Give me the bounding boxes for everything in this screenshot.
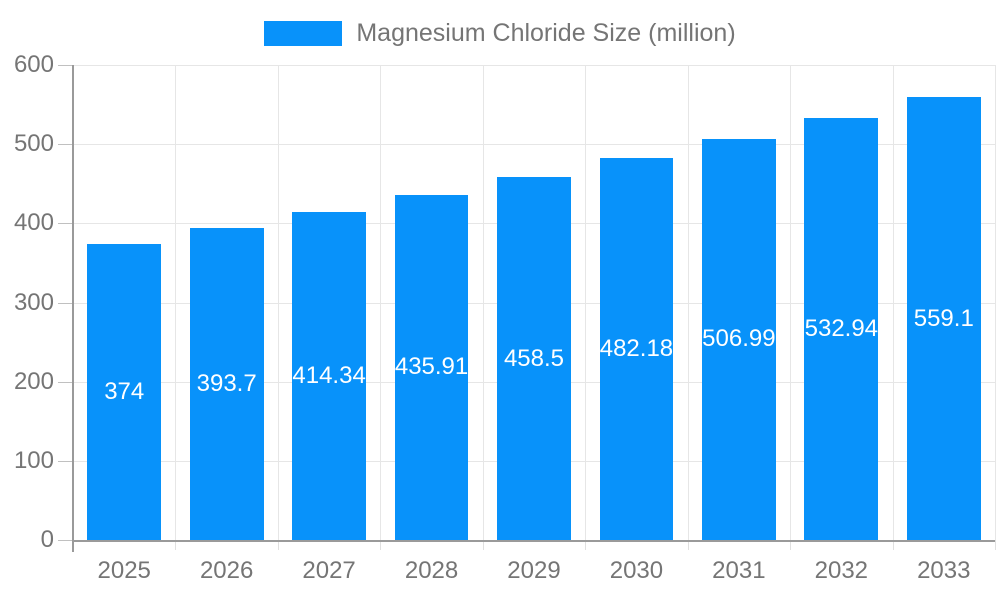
legend: Magnesium Chloride Size (million) bbox=[0, 19, 1000, 48]
bar[interactable] bbox=[702, 138, 776, 540]
gridline-vertical bbox=[688, 65, 689, 540]
gridline-horizontal bbox=[73, 144, 995, 145]
x-axis-label: 2026 bbox=[199, 557, 254, 584]
x-axis-label: 2033 bbox=[917, 557, 971, 584]
x-axis-label: 2029 bbox=[507, 557, 561, 584]
gridline-vertical bbox=[483, 65, 484, 540]
legend-swatch-icon bbox=[264, 21, 343, 46]
gridline-vertical bbox=[278, 65, 279, 540]
bar[interactable] bbox=[292, 211, 366, 540]
y-axis-label: 100 bbox=[13, 447, 54, 474]
bar[interactable] bbox=[497, 177, 571, 540]
x-axis-tick bbox=[688, 540, 689, 550]
legend-item[interactable]: Magnesium Chloride Size (million) bbox=[264, 19, 736, 48]
x-axis-label: 2030 bbox=[609, 557, 664, 584]
y-axis-label: 0 bbox=[40, 526, 54, 553]
bar[interactable] bbox=[599, 158, 674, 540]
gridline-vertical bbox=[380, 65, 381, 540]
x-axis-line bbox=[73, 540, 995, 542]
gridline-horizontal bbox=[73, 65, 995, 66]
gridline-vertical bbox=[790, 65, 791, 540]
y-axis-tick bbox=[58, 540, 73, 541]
y-axis-label: 200 bbox=[13, 368, 54, 395]
gridline-vertical bbox=[585, 65, 586, 540]
bar[interactable] bbox=[804, 118, 879, 540]
x-axis-tick bbox=[790, 540, 791, 550]
x-axis-label: 2028 bbox=[404, 557, 459, 584]
y-axis-label: 300 bbox=[13, 289, 54, 316]
y-axis-tick bbox=[58, 223, 73, 224]
x-axis-tick bbox=[585, 540, 586, 550]
x-axis-tick bbox=[380, 540, 381, 550]
x-axis-label: 2031 bbox=[712, 557, 766, 584]
x-axis-label: 2025 bbox=[97, 557, 151, 584]
bar[interactable] bbox=[906, 97, 981, 540]
y-axis-label: 500 bbox=[13, 130, 54, 157]
y-axis-tick bbox=[58, 144, 73, 145]
x-axis-tick bbox=[893, 540, 894, 550]
x-axis-tick bbox=[995, 540, 996, 550]
gridline-vertical bbox=[893, 65, 894, 540]
bar[interactable] bbox=[87, 243, 162, 540]
y-axis-tick bbox=[58, 65, 73, 66]
legend-label: Magnesium Chloride Size (million) bbox=[356, 19, 736, 47]
gridline-vertical bbox=[175, 65, 176, 540]
x-axis-tick bbox=[175, 540, 176, 550]
y-axis-label: 400 bbox=[13, 209, 54, 236]
bar[interactable] bbox=[189, 228, 264, 540]
x-axis-label: 2027 bbox=[302, 557, 356, 584]
y-axis-tick bbox=[58, 382, 73, 383]
y-axis-line bbox=[72, 65, 74, 552]
x-axis-label: 2032 bbox=[814, 557, 869, 584]
y-axis-tick bbox=[58, 461, 73, 462]
bar[interactable] bbox=[394, 194, 469, 540]
y-axis-tick bbox=[58, 303, 73, 304]
y-axis-label: 600 bbox=[13, 51, 54, 78]
x-axis-tick bbox=[278, 540, 279, 550]
gridline-vertical bbox=[995, 65, 996, 540]
x-axis-tick bbox=[483, 540, 484, 550]
